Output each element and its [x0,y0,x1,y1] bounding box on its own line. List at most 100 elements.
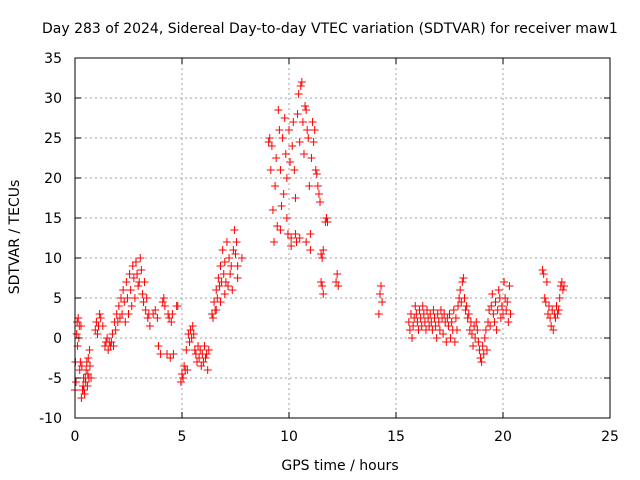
data-point [131,258,140,266]
data-point [271,182,280,190]
data-point [176,378,185,386]
data-point [554,306,563,314]
data-point [298,118,307,126]
data-point [443,314,452,322]
data-point [302,106,311,114]
data-point [197,362,206,370]
data-point [486,322,495,330]
data-point [306,230,315,238]
data-point [502,306,511,314]
y-tick-label: 30 [44,91,62,107]
data-point [504,318,513,326]
tick-labels: 0 5 10 15 20 25 -10 -5 0 5 10 15 20 25 30 35 [39,51,619,445]
data-point [500,278,509,286]
x-tick-label: 0 [71,429,80,445]
x-tick-label: 20 [494,429,512,445]
data-point [92,318,101,326]
data-point [306,246,315,254]
data-point [120,298,129,306]
data-point [489,310,498,318]
data-point [319,246,328,254]
data-point [141,306,150,314]
data-point [494,286,503,294]
data-point [547,322,556,330]
data-point [308,118,317,126]
data-point [83,370,92,378]
data-point [204,346,213,354]
data-point [201,354,210,362]
data-point [111,326,120,334]
data-point [409,322,418,330]
x-tick-label: 5 [178,429,187,445]
data-point [81,378,90,386]
data-point [125,270,134,278]
data-point [151,306,160,314]
data-point [405,326,414,334]
data-point [303,126,312,134]
grid [75,58,610,418]
data-point [220,290,229,298]
data-point [446,334,455,342]
data-point [98,322,107,330]
data-point [558,286,567,294]
y-axis-label: SDTVAR / TECUs [7,180,23,295]
y-tick-label: 25 [44,131,62,147]
data-point [429,306,438,314]
data-point [549,326,558,334]
data-point [465,326,474,334]
data-point [323,218,332,226]
data-point [457,298,466,306]
data-point [82,358,91,366]
data-point [113,318,122,326]
data-point [431,322,440,330]
data-point [278,134,287,142]
data-point [272,154,281,162]
data-point [165,314,174,322]
data-point [488,290,497,298]
data-point [477,358,486,366]
data-point [460,294,469,302]
data-point [80,390,89,398]
data-point [295,138,304,146]
data-point [481,326,490,334]
data-point [555,294,564,302]
data-point [159,294,168,302]
data-point [231,250,240,258]
y-tick-label: 35 [44,51,62,67]
data-point [233,262,242,270]
data-point [229,246,238,254]
data-point [196,346,205,354]
data-point [451,314,460,322]
data-point [292,238,301,246]
data-point [221,278,230,286]
data-point [233,274,242,282]
y-tick-label: 0 [53,331,62,347]
data-point [542,278,551,286]
data-point [309,138,318,146]
data-point [122,278,131,286]
data-point [471,334,480,342]
data-point [426,310,435,318]
data-point [377,282,386,290]
data-point [499,310,507,318]
data-point [334,282,343,290]
data-point [115,314,124,322]
data-point [286,158,295,166]
data-point [222,238,231,246]
data-point [139,298,148,306]
data-point [187,334,196,342]
x-tick-label: 10 [280,429,298,445]
data-point [186,326,195,334]
data-point [220,258,229,266]
data-point [473,326,482,334]
data-point [464,310,473,318]
data-point [123,294,132,302]
data-point [414,326,423,334]
data-point [225,254,234,262]
data-point [212,286,221,294]
data-point [166,354,175,362]
data-point [180,362,189,370]
data-point [553,310,562,318]
data-point [318,282,327,290]
